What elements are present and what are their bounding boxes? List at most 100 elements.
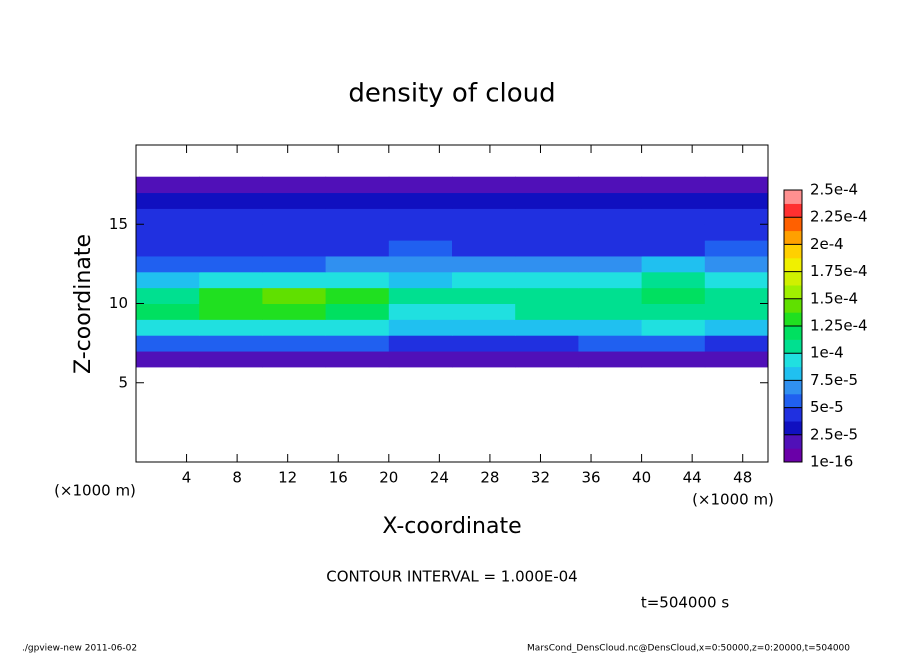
colorbar-label: 2.25e-4 (810, 208, 868, 226)
cell (641, 271, 706, 289)
cell (136, 176, 200, 194)
cell (262, 287, 327, 304)
cell (704, 255, 769, 273)
y-tick-label: 5 (118, 373, 128, 391)
cell (262, 255, 327, 273)
colorbar-swatch (784, 258, 802, 272)
colorbar-swatch (784, 448, 802, 463)
colorbar-swatch (784, 421, 802, 436)
cell (641, 287, 706, 304)
cell (262, 271, 327, 289)
cell (388, 208, 453, 225)
cell (199, 271, 263, 289)
x-tick-label: 4 (182, 469, 192, 487)
cell (704, 224, 769, 241)
colorbar-swatch (784, 394, 802, 408)
cell (578, 255, 643, 273)
cell (199, 240, 263, 257)
cell (515, 192, 579, 209)
cell (262, 303, 327, 320)
cell (641, 351, 706, 368)
colorbar-swatch (784, 366, 802, 381)
colorbar-swatch (784, 203, 802, 218)
cell (199, 224, 263, 241)
cell (136, 255, 200, 273)
cell (388, 335, 453, 352)
cell (136, 240, 200, 257)
cell (199, 351, 263, 368)
cell (325, 287, 390, 304)
colorbar-label: 2.5e-4 (810, 181, 858, 199)
cell (578, 208, 643, 225)
colorbar-swatch (784, 271, 802, 286)
cell (199, 335, 263, 352)
cell (578, 224, 643, 241)
colorbar-swatch (784, 217, 802, 232)
cell (136, 287, 200, 304)
y-axis-label: Z-coordinate (71, 234, 96, 374)
x-tick-label: 48 (733, 469, 752, 487)
cell (136, 335, 200, 352)
cell (704, 192, 769, 209)
time-label: t=504000 s (641, 594, 729, 612)
cell (325, 335, 390, 352)
cell (388, 192, 453, 209)
cell (704, 351, 769, 368)
cell (515, 335, 579, 352)
cell (452, 208, 516, 225)
cell (704, 208, 769, 225)
cell (388, 255, 453, 273)
cell (325, 192, 390, 209)
cell (388, 176, 453, 194)
cell (704, 303, 769, 320)
colorbar-label: 5e-5 (810, 398, 844, 416)
cell (199, 303, 263, 320)
cell (452, 335, 516, 352)
cell (515, 176, 579, 194)
cell (704, 176, 769, 194)
x-tick-label: 16 (329, 469, 348, 487)
cell (262, 176, 327, 194)
cell (199, 255, 263, 273)
cell (704, 335, 769, 352)
cell (325, 351, 390, 368)
x-tick-label: 36 (581, 469, 600, 487)
cell (325, 224, 390, 241)
cell (325, 208, 390, 225)
cell (388, 240, 453, 257)
cell (704, 319, 769, 336)
cell (136, 351, 200, 368)
colorbar-label: 1.5e-4 (810, 289, 858, 307)
cell (641, 255, 706, 273)
colorbar-swatch (784, 339, 802, 354)
cell (641, 208, 706, 225)
cell (578, 271, 643, 289)
colorbar-label: 1e-16 (810, 453, 853, 471)
cell (262, 192, 327, 209)
cell (136, 192, 200, 209)
contour-note: CONTOUR INTERVAL = 1.000E-04 (326, 568, 577, 586)
x-tick-label: 20 (379, 469, 398, 487)
cell (452, 287, 516, 304)
cell (704, 271, 769, 289)
footer-right: MarsCond_DensCloud.nc@DensCloud,x=0:5000… (527, 644, 850, 654)
cell (578, 303, 643, 320)
x-tick-label: 28 (480, 469, 499, 487)
cell (262, 240, 327, 257)
cell (578, 351, 643, 368)
cell (388, 224, 453, 241)
cell (515, 240, 579, 257)
cell (578, 176, 643, 194)
cell (452, 255, 516, 273)
cell (452, 176, 516, 194)
cell (136, 224, 200, 241)
chart-title: density of cloud (348, 79, 555, 109)
colorbar-swatch (784, 326, 802, 340)
x-tick-label: 44 (683, 469, 702, 487)
x-tick-label: 8 (232, 469, 242, 487)
colorbar-swatch (784, 244, 802, 259)
cell (515, 255, 579, 273)
colorbar-swatch (784, 190, 802, 204)
colorbar-label: 2e-4 (810, 235, 844, 253)
